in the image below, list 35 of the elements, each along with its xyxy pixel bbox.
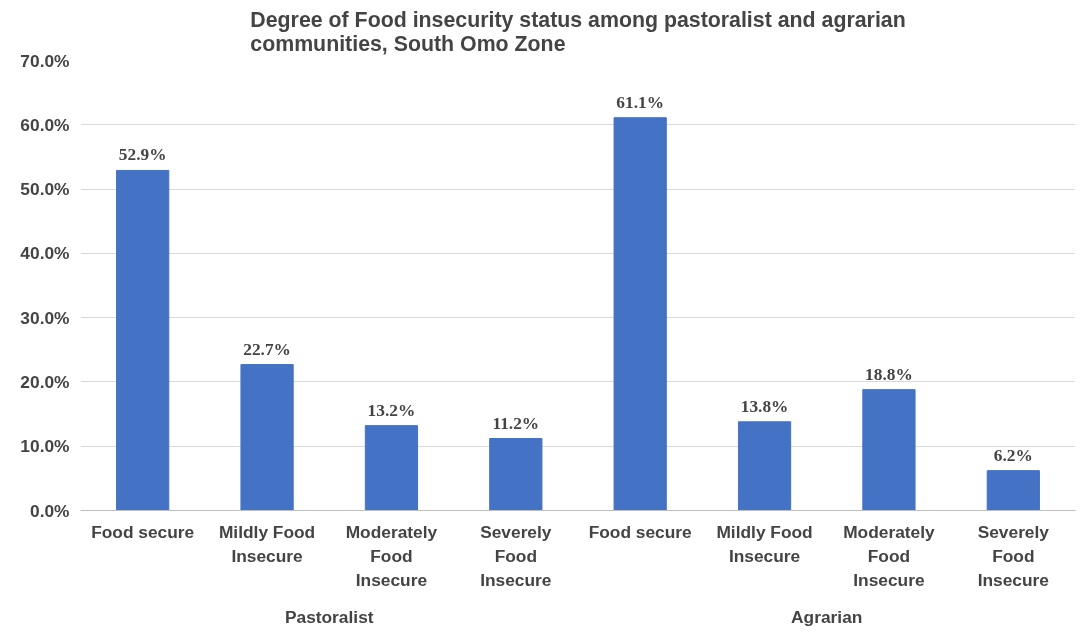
bar [364, 425, 419, 511]
y-tick-label: 40.0% [20, 243, 70, 264]
bar [240, 364, 294, 511]
data-label: 11.2% [492, 413, 540, 433]
y-tick-label: 70.0% [20, 50, 70, 71]
bar [986, 470, 1040, 511]
y-tick-label: 10.0% [20, 436, 70, 457]
bar [737, 421, 792, 511]
x-tick-label: Moderately Food Insecure [843, 521, 936, 590]
data-label: 13.2% [367, 400, 416, 420]
text: Pastoralist [284, 606, 374, 627]
text: Agrarian [791, 606, 863, 627]
bar [613, 117, 667, 511]
data-label: 18.8% [865, 364, 913, 384]
data-label: 52.9% [118, 145, 167, 165]
x-tick-label: Mildly Food Insecure [218, 521, 316, 566]
x-tick-label: Food secure [91, 521, 195, 542]
y-tick-label: 0.0% [30, 500, 70, 521]
bar [116, 169, 170, 511]
y-tick-label: 30.0% [20, 307, 70, 328]
data-label: 22.7% [243, 339, 291, 359]
y-tick-label: 20.0% [20, 371, 70, 392]
chart-title: Degree of Food insecurity status among pastoralist and agrarian communities, South Omo Zone [250, 7, 906, 56]
data-label: 6.2% [993, 445, 1033, 465]
x-tick-label: Moderately Food Insecure [345, 521, 438, 590]
data-label: 13.8% [740, 396, 789, 416]
y-tick-label: 60.0% [20, 114, 70, 135]
bar [862, 389, 916, 511]
x-tick-label: Mildly Food Insecure [716, 521, 813, 566]
y-tick-label: 50.0% [20, 179, 70, 200]
x-tick-label: Severely Food Insecure [977, 521, 1050, 590]
bar [489, 438, 543, 511]
x-tick-label: Food secure [588, 521, 693, 542]
x-tick-label: Severely Food Insecure [480, 521, 552, 590]
data-label: 61.1% [616, 92, 665, 112]
